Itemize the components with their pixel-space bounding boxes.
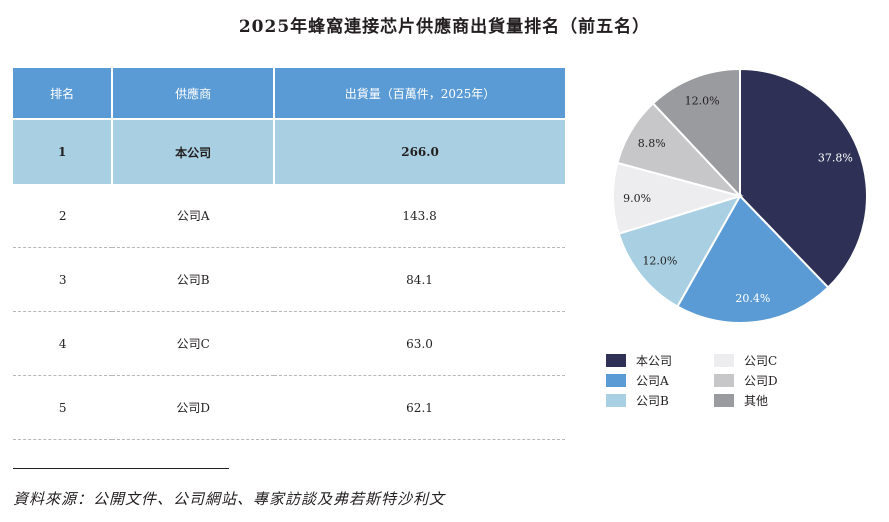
cell-volume: 63.0 (274, 311, 565, 376)
source-note: 資料來源：公開文件、公司網站、專家訪談及弗若斯特沙利文 (13, 490, 446, 508)
legend-item: 其他 (714, 392, 834, 408)
pie-data-label: 8.8% (638, 137, 666, 150)
cell-supplier: 公司A (112, 184, 275, 248)
legend-item: 公司C (714, 352, 834, 368)
pie-data-label: 9.0% (623, 192, 651, 205)
header-volume: 出貨量（百萬件，2025年） (274, 68, 565, 119)
ranking-table: 排名 供應商 出貨量（百萬件，2025年） 1 本公司 266.0 2 公司A … (13, 68, 565, 440)
cell-supplier: 公司D (112, 375, 275, 440)
legend-item: 公司D (714, 372, 834, 388)
legend-swatch (714, 373, 734, 387)
legend-label: 公司A (636, 373, 669, 388)
pie-data-label: 37.8% (818, 152, 853, 165)
pie-data-label: 12.0% (685, 94, 720, 107)
legend-swatch (714, 353, 734, 367)
market-share-pie-chart: 37.8% 20.4% 12.0% 9.0% 8.8% 12.0% (612, 67, 868, 324)
pie-legend: 本公司 公司C 公司A 公司D 公司B 其他 (606, 352, 846, 408)
legend-swatch (606, 373, 626, 387)
table-row: 1 本公司 266.0 (13, 118, 565, 184)
legend-item: 公司A (606, 372, 714, 388)
legend-label: 其他 (744, 393, 769, 408)
table-row: 2 公司A 143.8 (13, 184, 565, 248)
cell-rank: 4 (13, 311, 113, 376)
cell-rank: 2 (13, 184, 113, 248)
cell-volume: 62.1 (274, 375, 565, 440)
table-row: 5 公司D 62.1 (13, 375, 565, 440)
cell-rank: 3 (13, 247, 113, 312)
legend-swatch (714, 393, 734, 407)
table-row: 3 公司B 84.1 (13, 247, 565, 312)
legend-swatch (606, 393, 626, 407)
cell-supplier: 本公司 (112, 118, 276, 184)
legend-swatch (606, 353, 626, 367)
pie-slice (617, 194, 743, 308)
pie-slice (739, 67, 868, 289)
header-rank: 排名 (13, 68, 114, 119)
legend-label: 公司D (744, 373, 778, 388)
pie-slice (676, 194, 830, 324)
source-divider (13, 468, 229, 469)
cell-volume: 143.8 (274, 184, 565, 248)
legend-label: 本公司 (636, 353, 673, 368)
pie-data-label: 12.0% (642, 255, 677, 268)
cell-volume: 84.1 (274, 247, 565, 312)
pie-data-label: 20.4% (735, 292, 770, 305)
cell-volume: 266.0 (274, 118, 565, 184)
legend-item: 公司B (606, 392, 714, 408)
cell-rank: 5 (13, 375, 113, 440)
legend-item: 本公司 (606, 352, 714, 368)
cell-supplier: 公司C (112, 311, 275, 376)
cell-supplier: 公司B (112, 247, 275, 312)
pie-slice (651, 67, 741, 199)
page-title: 2025年蜂窩連接芯片供應商出貨量排名（前五名） (238, 17, 651, 37)
cell-rank: 1 (13, 118, 114, 184)
table-row: 4 公司C 63.0 (13, 311, 565, 376)
header-supplier: 供應商 (112, 68, 276, 119)
legend-label: 公司C (744, 353, 778, 368)
table-header-row: 排名 供應商 出貨量（百萬件，2025年） (13, 68, 565, 119)
legend-label: 公司B (636, 393, 669, 408)
